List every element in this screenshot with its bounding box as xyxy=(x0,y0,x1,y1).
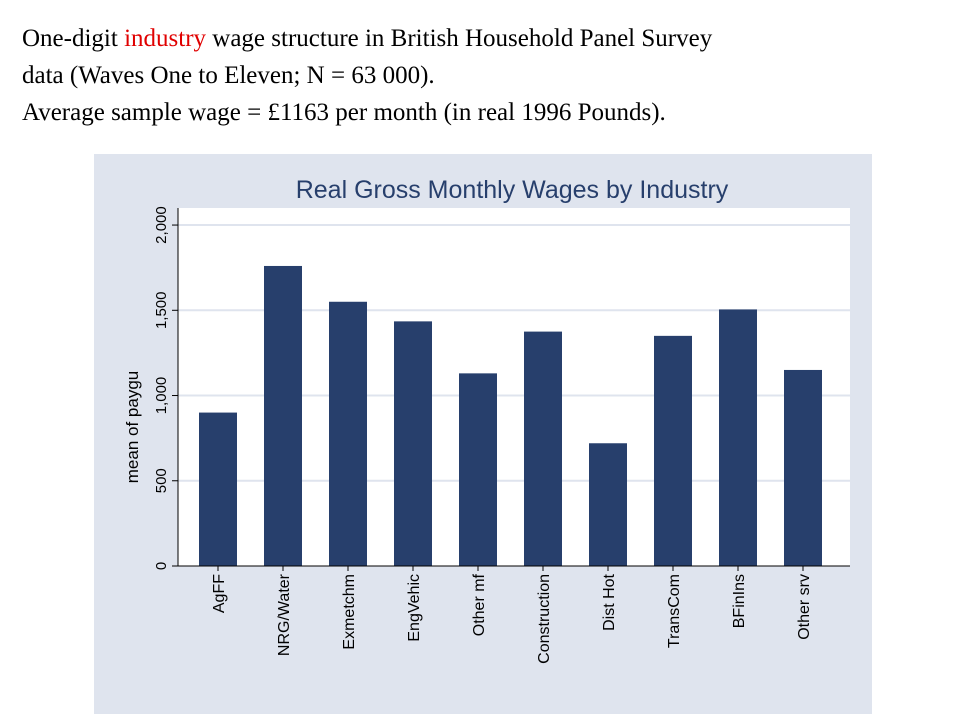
bar xyxy=(524,331,562,566)
y-tick-label: 500 xyxy=(153,468,170,493)
intro-line-1-pre: One-digit xyxy=(22,25,125,52)
bar xyxy=(329,301,367,566)
intro-line-2: data (Waves One to Eleven; N = 63 000). xyxy=(22,62,435,89)
x-tick-label: EngVehic xyxy=(406,574,423,642)
x-tick-label: Dist Hot xyxy=(601,573,618,630)
y-tick-label: 2,000 xyxy=(153,206,170,244)
x-tick-label: TransCom xyxy=(666,574,683,648)
bar xyxy=(784,369,822,566)
x-tick-label: BFinIns xyxy=(731,574,748,628)
bar xyxy=(654,335,692,566)
average-wage-line: Average sample wage = £1163 per month (i… xyxy=(22,99,666,126)
intro-line-1-post: wage structure in British Household Pane… xyxy=(206,25,713,52)
x-tick-label: Other srv xyxy=(796,574,813,640)
chart-panel: Real Gross Monthly Wages by Industry 0 50… xyxy=(94,154,872,714)
x-tick-label: Construction xyxy=(536,574,553,664)
chart-title: Real Gross Monthly Wages by Industry xyxy=(296,176,729,204)
x-tick-label: NRG/Water xyxy=(276,573,293,656)
x-tick-label: Other mf xyxy=(471,573,488,636)
bar xyxy=(199,412,237,566)
axes: 0 500 1,000 1,500 2,000 AgFF NRG/Water Exmetchm… xyxy=(153,206,850,664)
y-tick-label: 1,000 xyxy=(153,377,170,415)
bar xyxy=(719,309,757,566)
x-tick-label: AgFF xyxy=(211,574,228,613)
bars xyxy=(199,265,822,566)
bar-chart: Real Gross Monthly Wages by Industry 0 50… xyxy=(94,154,872,714)
y-tick-label: 1,500 xyxy=(153,292,170,330)
bar xyxy=(589,443,627,566)
y-axis-title: mean of paygu xyxy=(123,371,142,483)
intro-line-1: One-digit industry wage structure in Bri… xyxy=(22,20,942,57)
bar xyxy=(394,321,432,566)
bar xyxy=(264,265,302,566)
x-tick-label: Exmetchm xyxy=(341,574,358,650)
industry-highlight: industry xyxy=(124,25,207,52)
bar xyxy=(459,373,497,566)
slide-text: One-digit industry wage structure in Bri… xyxy=(22,20,942,131)
y-tick-label: 0 xyxy=(153,562,170,570)
